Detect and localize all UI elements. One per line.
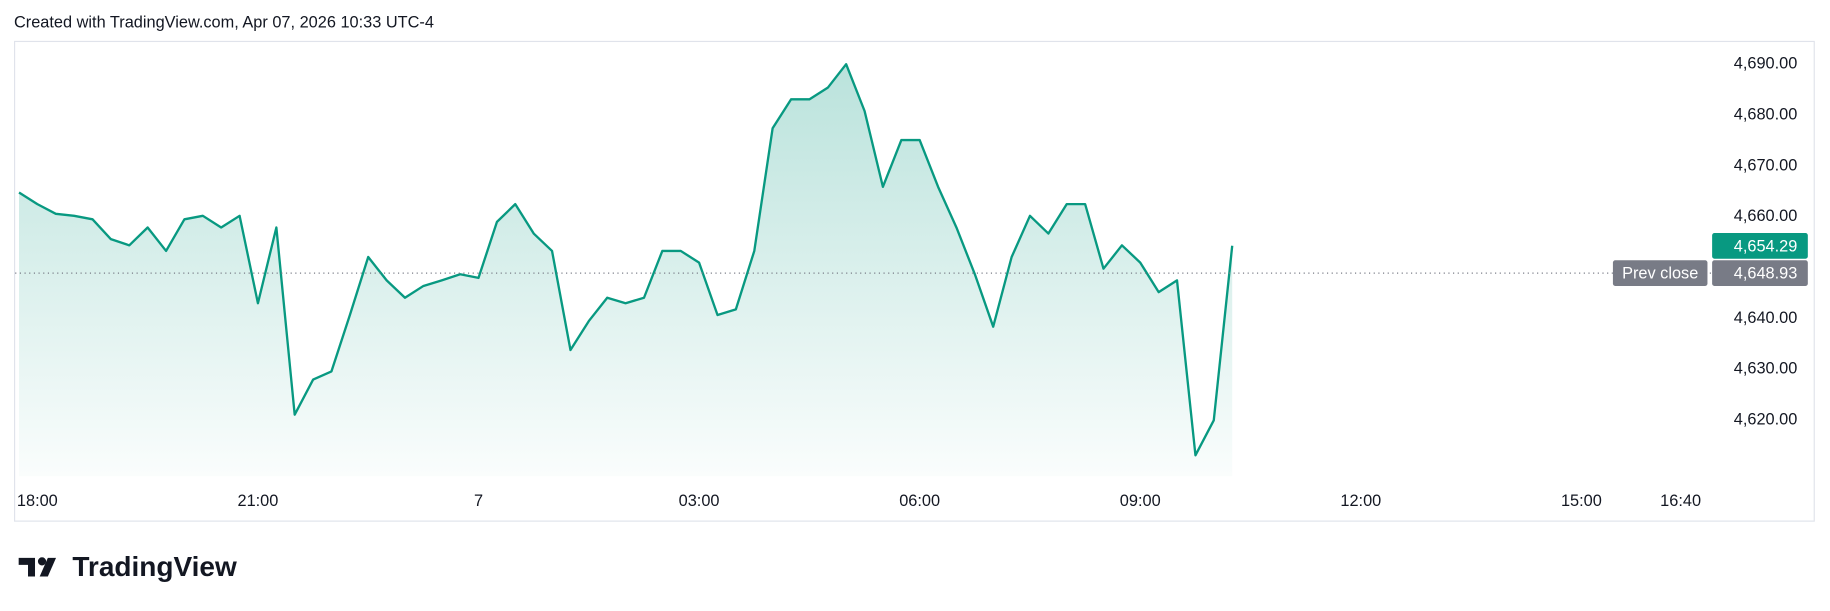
y-tick-label: 4,660.00	[1734, 207, 1798, 225]
chart-frame	[14, 40, 1815, 522]
prev-close-tag	[1612, 260, 1708, 286]
x-tick-label: 06:00	[899, 492, 940, 510]
prev-close-price-tag	[1712, 260, 1808, 286]
y-tick-label: 4,630.00	[1734, 360, 1798, 378]
x-tick-label: 21:00	[237, 492, 278, 510]
y-tick-label: 4,620.00	[1734, 411, 1798, 429]
y-tick-label: 4,670.00	[1734, 156, 1798, 174]
x-tick-label: 12:00	[1340, 492, 1381, 510]
prev-close-name: Prev close	[1622, 265, 1698, 283]
x-tick-label: 7	[474, 492, 483, 510]
chart-title: Created with TradingView.com, Apr 07, 20…	[14, 14, 434, 32]
last-price: 4,654.29	[1734, 237, 1798, 255]
brand-name: TradingView	[72, 551, 237, 582]
x-tick-label: 09:00	[1120, 492, 1161, 510]
y-tick-label: 4,640.00	[1734, 309, 1798, 327]
prev-close-price: 4,648.93	[1734, 265, 1798, 283]
x-tick-label: 16:40	[1660, 492, 1701, 510]
x-tick-label: 15:00	[1561, 492, 1602, 510]
y-tick-label: 4,680.00	[1734, 105, 1798, 123]
brand-logo	[18, 557, 57, 577]
last-price-tag	[1712, 233, 1808, 259]
area	[19, 64, 1233, 477]
y-tick-label: 4,690.00	[1734, 55, 1798, 73]
x-tick-label: 18:00	[17, 492, 58, 510]
price-line	[18, 63, 1234, 457]
x-tick-label: 03:00	[679, 492, 720, 510]
